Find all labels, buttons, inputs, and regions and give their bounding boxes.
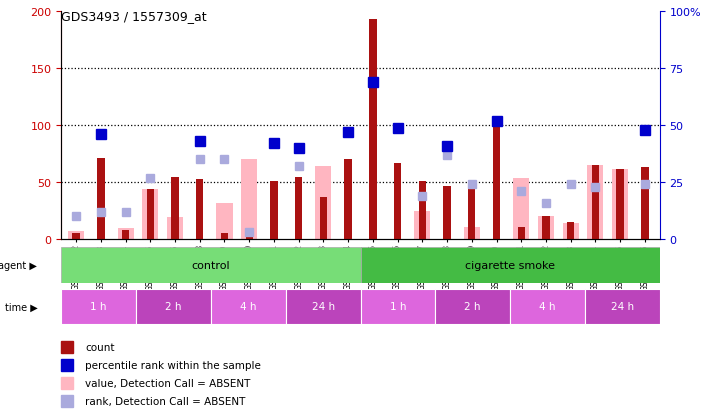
Bar [513,178,529,240]
Bar [585,289,660,324]
Text: 24 h: 24 h [611,301,634,312]
Bar [419,182,426,240]
Bar [360,248,660,283]
Text: GDS3493 / 1557309_at: GDS3493 / 1557309_at [61,10,207,23]
Bar [518,227,525,240]
Bar [221,234,229,240]
Bar [246,232,253,240]
Bar [97,159,105,240]
Bar [122,230,129,240]
Text: percentile rank within the sample: percentile rank within the sample [85,360,261,370]
Bar [415,211,430,240]
Bar [146,190,154,240]
Bar [167,218,183,240]
Bar [295,177,302,240]
Bar [61,289,136,324]
Text: 24 h: 24 h [311,301,335,312]
Bar [435,289,510,324]
Bar [345,160,352,240]
Bar [211,289,286,324]
Bar [61,248,360,283]
Bar [270,182,278,240]
Bar [196,179,203,240]
Bar [538,217,554,240]
Bar [360,289,435,324]
Text: 4 h: 4 h [539,301,556,312]
Text: value, Detection Call = ABSENT: value, Detection Call = ABSENT [85,378,251,388]
Bar [616,169,624,240]
Bar [216,203,233,240]
Bar [68,232,84,240]
Text: cigarette smoke: cigarette smoke [465,260,555,271]
Bar [588,166,603,240]
Bar [394,164,402,240]
Text: control: control [192,260,230,271]
Text: agent ▶: agent ▶ [0,260,37,271]
Bar [315,167,332,240]
Bar [510,289,585,324]
Bar [242,160,257,240]
Bar [464,227,479,240]
Bar [136,289,211,324]
Bar [369,20,376,240]
Text: 2 h: 2 h [165,301,182,312]
Text: 4 h: 4 h [240,301,257,312]
Bar [172,177,179,240]
Bar [592,166,599,240]
Bar [492,123,500,240]
Bar [142,190,159,240]
Text: rank, Detection Call = ABSENT: rank, Detection Call = ABSENT [85,396,246,406]
Bar [319,197,327,240]
Bar [612,169,628,240]
Bar [286,289,360,324]
Text: 2 h: 2 h [464,301,481,312]
Bar [542,217,549,240]
Text: count: count [85,342,115,352]
Text: 1 h: 1 h [389,301,406,312]
Text: time ▶: time ▶ [4,301,37,312]
Bar [72,234,80,240]
Bar [562,224,579,240]
Bar [118,228,133,240]
Bar [443,186,451,240]
Bar [468,186,475,240]
Bar [567,223,575,240]
Bar [641,168,649,240]
Text: 1 h: 1 h [90,301,107,312]
